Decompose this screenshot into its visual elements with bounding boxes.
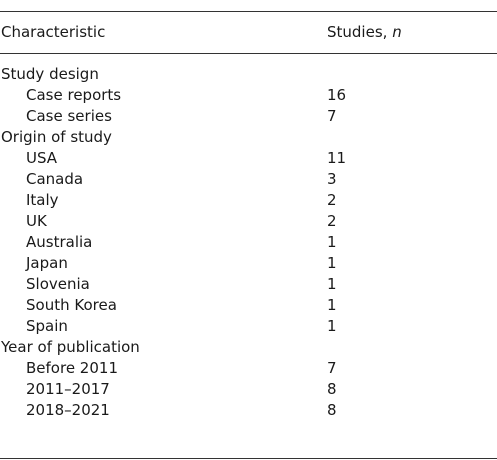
header-characteristic: Characteristic (1, 23, 106, 41)
row-label: South Korea (26, 296, 117, 314)
header-rule (0, 53, 497, 54)
group-label: Study design (1, 65, 99, 83)
top-rule (0, 11, 497, 12)
count-label: Studies, (327, 23, 388, 41)
row-count: 8 (327, 380, 337, 398)
row-count: 3 (327, 170, 337, 188)
row-label: UK (26, 212, 47, 230)
row-label: 2011–2017 (26, 380, 110, 398)
group-label: Origin of study (1, 128, 112, 146)
header-count: Studies, n (327, 22, 402, 43)
row-label: Case series (26, 107, 112, 125)
row-count: 16 (327, 86, 347, 104)
row-label: Slovenia (26, 275, 90, 293)
row-count: 1 (327, 317, 337, 335)
row-count: 2 (327, 191, 337, 209)
row-count: 1 (327, 254, 337, 272)
count-symbol: n (392, 23, 402, 41)
row-label: Italy (26, 191, 59, 209)
group-label: Year of publication (1, 338, 140, 356)
row-count: 7 (327, 107, 337, 125)
row-label: Japan (26, 254, 68, 272)
row-count: 1 (327, 233, 337, 251)
row-count: 1 (327, 275, 337, 293)
row-label: Spain (26, 317, 68, 335)
row-label: Before 2011 (26, 359, 118, 377)
row-label: 2018–2021 (26, 401, 110, 419)
bottom-rule (0, 458, 497, 459)
row-count: 8 (327, 401, 337, 419)
row-label: Case reports (26, 86, 122, 104)
row-label: USA (26, 149, 58, 167)
row-count: 11 (327, 149, 347, 167)
row-label: Canada (26, 170, 84, 188)
row-label: Australia (26, 233, 93, 251)
row-count: 1 (327, 296, 337, 314)
row-count: 7 (327, 359, 337, 377)
row-count: 2 (327, 212, 337, 230)
